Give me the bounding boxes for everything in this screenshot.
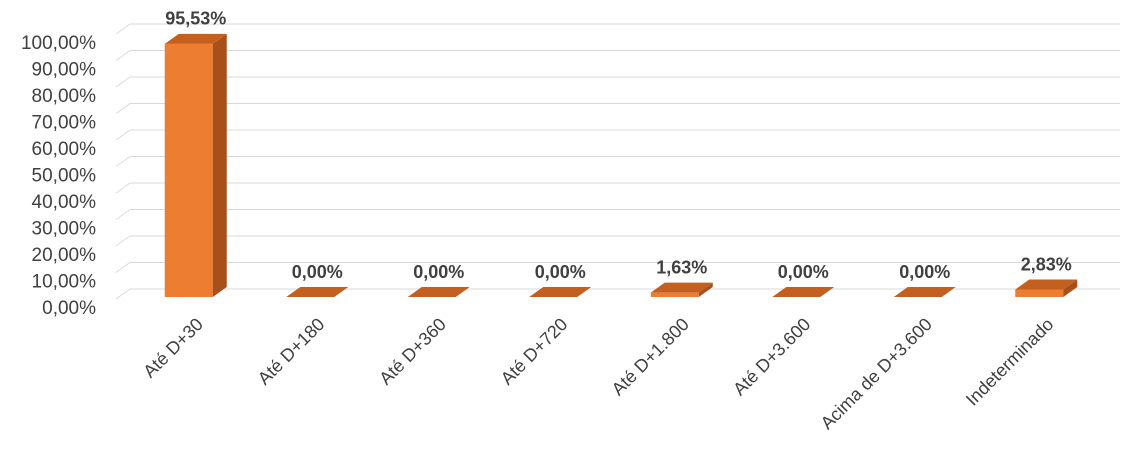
bar-top <box>164 33 227 44</box>
y-tick-label: 30,00% <box>32 219 97 240</box>
value-label: 2,83% <box>1021 254 1072 274</box>
x-tick-label: Até D+720 <box>497 314 572 389</box>
value-label: 0,00% <box>292 262 343 282</box>
y-tick-label: 20,00% <box>32 245 97 266</box>
grid-line <box>115 129 131 141</box>
y-tick-label: 50,00% <box>32 166 97 187</box>
x-tick-label: Até D+180 <box>254 314 329 389</box>
x-tick-label: Acima de D+3.600 <box>817 314 936 433</box>
y-tick-label: 40,00% <box>32 192 97 213</box>
grid-line <box>115 288 131 300</box>
bar-front <box>1015 289 1064 297</box>
bar-top <box>407 287 470 297</box>
bar-front <box>164 43 213 297</box>
x-tick-label: Até D+360 <box>375 314 450 389</box>
bar-top <box>1015 279 1078 290</box>
grid-line <box>115 103 131 114</box>
bar-top <box>650 282 713 293</box>
grid-line <box>115 156 131 167</box>
bar-side <box>698 282 713 297</box>
grid-line <box>115 23 131 35</box>
bar-side <box>212 33 227 298</box>
value-label: 0,00% <box>413 262 464 282</box>
x-tick-label: Até D+1.800 <box>608 314 693 399</box>
grid-line <box>115 182 131 194</box>
grid-line <box>115 50 131 61</box>
grid-line <box>115 209 131 220</box>
grid-line <box>115 262 131 273</box>
y-tick-label: 100,00% <box>21 33 96 54</box>
bar-side <box>1063 279 1078 297</box>
bar-top <box>529 287 592 297</box>
x-tick-label: Indeterminado <box>962 314 1058 410</box>
y-tick-label: 10,00% <box>32 272 97 293</box>
bar-top <box>286 287 349 297</box>
grid-line <box>115 235 131 247</box>
y-tick-label: 90,00% <box>32 60 97 81</box>
y-tick-label: 70,00% <box>32 113 97 134</box>
y-tick-label: 60,00% <box>32 139 97 160</box>
x-tick-label: Até D+3.600 <box>729 314 814 399</box>
value-label: 95,53% <box>165 9 226 29</box>
value-label: 1,63% <box>656 257 707 277</box>
value-label: 0,00% <box>535 262 586 282</box>
value-label: 0,00% <box>899 262 950 282</box>
y-tick-label: 80,00% <box>32 86 97 107</box>
x-tick-label: Até D+30 <box>139 314 207 382</box>
grid-line <box>115 76 131 88</box>
bar-top <box>772 287 835 297</box>
bar-top <box>893 287 956 297</box>
y-tick-label: 0,00% <box>42 298 96 319</box>
bar-front <box>650 292 699 297</box>
value-label: 0,00% <box>778 262 829 282</box>
